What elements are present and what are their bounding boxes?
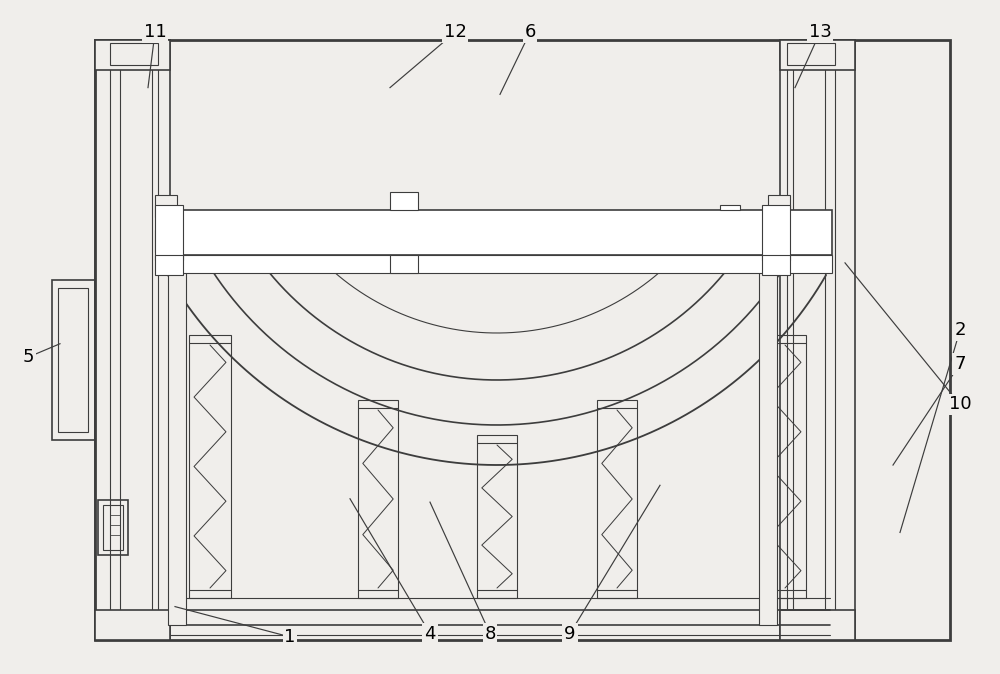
Text: 7: 7 <box>954 355 966 373</box>
Text: 12: 12 <box>444 24 466 41</box>
Bar <box>390 255 418 273</box>
Text: 1: 1 <box>284 628 296 646</box>
Bar <box>155 230 177 252</box>
Text: 11: 11 <box>144 24 166 41</box>
Text: 13: 13 <box>809 24 831 41</box>
Bar <box>390 192 418 210</box>
Bar <box>95 610 170 640</box>
Bar <box>110 43 158 65</box>
Bar <box>780 40 855 70</box>
Bar <box>759 255 777 625</box>
Bar <box>120 60 152 620</box>
Bar <box>358 400 398 598</box>
Bar <box>110 52 158 628</box>
Bar <box>787 43 835 65</box>
Text: 2: 2 <box>954 321 966 339</box>
Bar <box>597 400 637 598</box>
Text: 4: 4 <box>424 625 436 642</box>
Bar <box>98 500 128 555</box>
Text: 5: 5 <box>22 348 34 366</box>
Bar <box>95 40 950 640</box>
Bar <box>762 205 790 260</box>
Bar <box>720 205 740 210</box>
Bar <box>768 195 790 217</box>
Text: 8: 8 <box>484 625 496 642</box>
Bar <box>780 610 855 640</box>
Bar <box>95 40 170 70</box>
Bar <box>189 335 231 598</box>
Bar <box>58 288 88 432</box>
Bar <box>168 255 832 273</box>
Bar <box>52 280 95 440</box>
Bar <box>155 255 183 275</box>
Bar <box>793 60 825 620</box>
Text: 9: 9 <box>564 625 576 642</box>
Bar <box>155 205 183 260</box>
Text: 6: 6 <box>524 24 536 41</box>
Bar <box>762 255 790 275</box>
Text: 10: 10 <box>949 396 971 413</box>
Bar <box>168 255 186 625</box>
Bar <box>780 40 855 640</box>
Bar <box>168 210 832 255</box>
Bar <box>787 52 835 628</box>
Bar <box>95 40 170 640</box>
Bar <box>768 230 790 252</box>
Bar <box>764 335 806 598</box>
Bar <box>155 195 177 217</box>
Bar <box>477 435 517 598</box>
Bar <box>103 505 123 550</box>
